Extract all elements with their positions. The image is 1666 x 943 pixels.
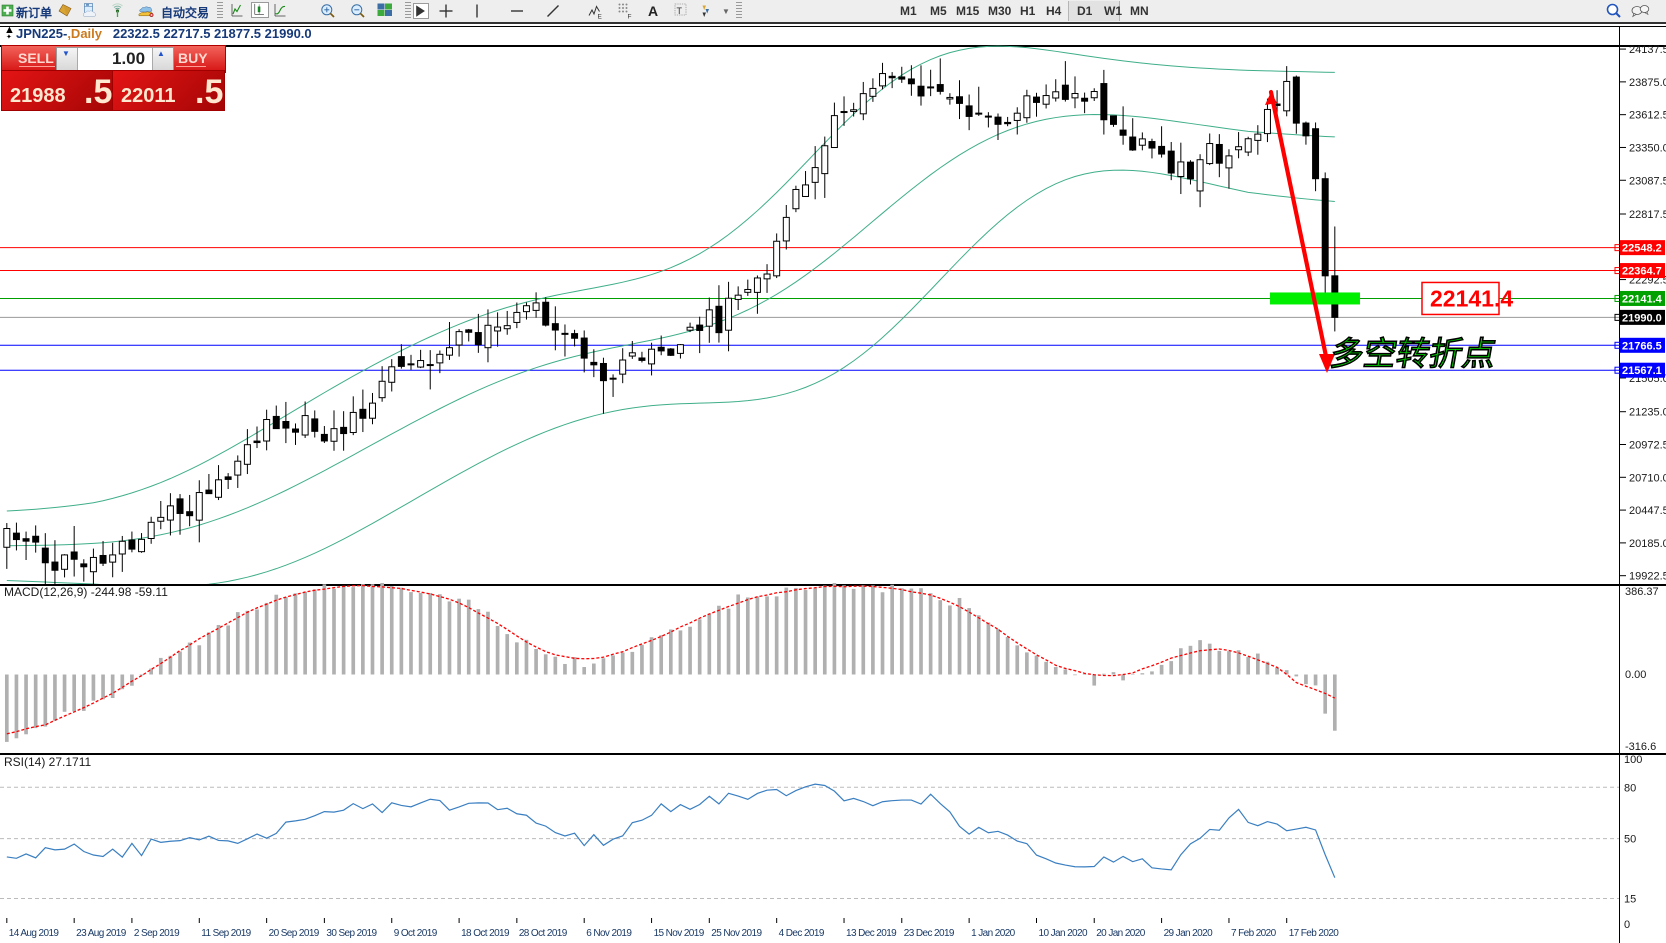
svg-text:17 Feb 2020: 17 Feb 2020 [1289, 928, 1340, 939]
svg-text:0: 0 [1624, 919, 1630, 931]
svg-text:50: 50 [1624, 834, 1636, 846]
svg-text:20972.5: 20972.5 [1629, 440, 1666, 452]
svg-text:20 Sep 2019: 20 Sep 2019 [269, 928, 320, 939]
svg-text:20447.5: 20447.5 [1629, 505, 1666, 517]
svg-text:22817.5: 22817.5 [1629, 209, 1666, 221]
svg-text:29 Jan 2020: 29 Jan 2020 [1164, 928, 1213, 939]
svg-text:7 Feb 2020: 7 Feb 2020 [1231, 928, 1277, 939]
svg-text:21990.0: 21990.0 [1622, 312, 1662, 324]
svg-text:21567.1: 21567.1 [1622, 365, 1662, 377]
svg-text:多空转折点: 多空转折点 [1327, 336, 1498, 373]
svg-text:23875.0: 23875.0 [1629, 77, 1666, 89]
svg-text:23612.5: 23612.5 [1629, 110, 1666, 122]
svg-text:25 Nov 2019: 25 Nov 2019 [711, 928, 762, 939]
svg-text:28 Oct 2019: 28 Oct 2019 [519, 928, 568, 939]
svg-text:23087.5: 23087.5 [1629, 175, 1666, 187]
svg-text:2 Sep 2019: 2 Sep 2019 [134, 928, 180, 939]
svg-text:6 Nov 2019: 6 Nov 2019 [586, 928, 632, 939]
svg-text:0.00: 0.00 [1625, 669, 1646, 681]
svg-text:10 Jan 2020: 10 Jan 2020 [1038, 928, 1087, 939]
svg-text:22548.2: 22548.2 [1622, 243, 1662, 255]
svg-text:20 Jan 2020: 20 Jan 2020 [1096, 928, 1145, 939]
svg-text:100: 100 [1624, 754, 1642, 766]
svg-text:23 Dec 2019: 23 Dec 2019 [904, 928, 955, 939]
svg-text:23 Aug 2019: 23 Aug 2019 [76, 928, 127, 939]
svg-text:23350.0: 23350.0 [1629, 142, 1666, 154]
svg-text:30 Sep 2019: 30 Sep 2019 [326, 928, 377, 939]
svg-text:E: E [598, 14, 603, 20]
svg-text:15: 15 [1624, 894, 1636, 906]
svg-text:18 Oct 2019: 18 Oct 2019 [461, 928, 510, 939]
svg-text:22141.4: 22141.4 [1430, 285, 1513, 311]
svg-text:22141.4: 22141.4 [1622, 293, 1663, 305]
svg-text:24137.5: 24137.5 [1629, 44, 1666, 56]
svg-text:14 Aug 2019: 14 Aug 2019 [9, 928, 60, 939]
svg-text:T: T [677, 6, 683, 16]
svg-text:21235.0: 21235.0 [1629, 407, 1666, 419]
svg-text:11 Sep 2019: 11 Sep 2019 [201, 928, 251, 939]
svg-text:4 Dec 2019: 4 Dec 2019 [779, 928, 825, 939]
svg-text:22364.7: 22364.7 [1622, 266, 1662, 278]
svg-text:20185.0: 20185.0 [1629, 538, 1666, 550]
svg-text:-316.6: -316.6 [1625, 741, 1656, 753]
svg-text:F: F [628, 14, 632, 20]
svg-text:21766.5: 21766.5 [1622, 340, 1662, 352]
svg-text:386.37: 386.37 [1625, 586, 1659, 598]
svg-text:13 Dec 2019: 13 Dec 2019 [846, 928, 897, 939]
svg-text:20710.0: 20710.0 [1629, 472, 1666, 484]
svg-text:19922.5: 19922.5 [1629, 571, 1666, 583]
svg-text:80: 80 [1624, 782, 1636, 794]
svg-text:15 Nov 2019: 15 Nov 2019 [654, 928, 705, 939]
svg-text:9 Oct 2019: 9 Oct 2019 [394, 928, 438, 939]
svg-text:1 Jan 2020: 1 Jan 2020 [971, 928, 1016, 939]
